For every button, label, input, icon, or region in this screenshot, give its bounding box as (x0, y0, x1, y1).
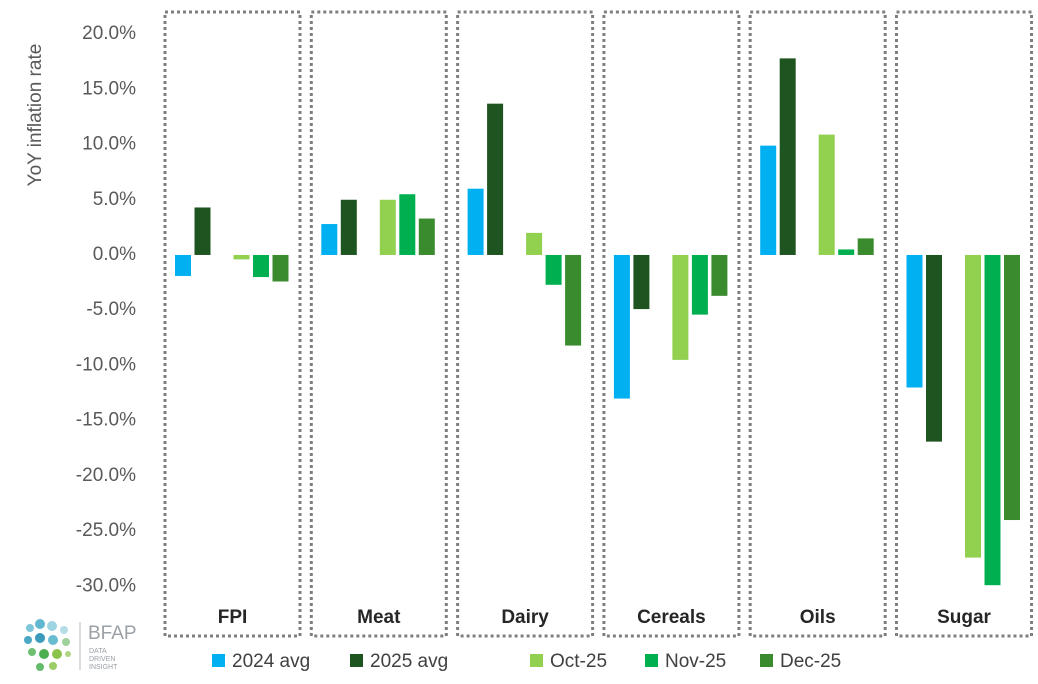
category-label: Dairy (501, 607, 549, 628)
bar (691, 254, 708, 315)
y-tick-label: -5.0% (86, 299, 136, 320)
logo-tagline: INSIGHT (89, 664, 118, 671)
y-tick-label: 10.0% (82, 134, 136, 155)
logo: BFAP DATA DRIVEN INSIGHT (24, 619, 137, 671)
category-box (163, 10, 302, 638)
bar (760, 145, 777, 255)
bar (545, 254, 562, 285)
y-tick-label: -25.0% (76, 520, 136, 541)
category-label: Oils (800, 607, 836, 628)
category-label: FPI (218, 607, 248, 628)
legend-label: Dec-25 (780, 651, 841, 672)
bar (526, 232, 543, 255)
bar (711, 254, 728, 296)
y-tick-label: 15.0% (82, 78, 136, 99)
bar (779, 58, 796, 255)
y-axis-label: YoY inflation rate (25, 44, 46, 187)
legend-label: 2025 avg (370, 651, 448, 672)
category-box (748, 10, 887, 638)
y-tick-label: -10.0% (76, 354, 136, 375)
bar (321, 224, 338, 255)
category-box (309, 10, 448, 638)
legend-swatch (760, 654, 773, 667)
bar (926, 254, 942, 442)
bar (984, 254, 1001, 586)
category-box (602, 10, 741, 638)
legend-label: Nov-25 (665, 651, 726, 672)
legend-swatch (645, 654, 658, 667)
logo-tagline: DATA (89, 648, 107, 655)
logo-tagline: DRIVEN (89, 656, 115, 663)
category-box (895, 10, 1033, 638)
category-label: Cereals (637, 607, 706, 628)
category-label: Sugar (937, 607, 991, 628)
y-tick-label: 5.0% (93, 189, 136, 210)
legend-label: 2024 avg (232, 651, 310, 672)
y-tick-label: -20.0% (76, 465, 136, 486)
category-box (456, 10, 595, 638)
legend-label: Oct-25 (550, 651, 607, 672)
bar (194, 207, 211, 255)
bar (672, 254, 689, 360)
bar (633, 254, 650, 310)
bar (340, 199, 357, 255)
logo-name: BFAP (88, 623, 137, 644)
bar (857, 238, 874, 255)
y-tick-label: -30.0% (76, 575, 136, 596)
category-label: Meat (357, 607, 401, 628)
bar (906, 254, 923, 388)
bar (613, 254, 630, 399)
bar (175, 254, 191, 276)
bar (272, 254, 289, 282)
bar (818, 134, 835, 255)
bar (379, 199, 396, 255)
bar (1004, 254, 1020, 521)
bar (838, 249, 855, 255)
y-tick-label: -15.0% (76, 410, 136, 431)
legend-swatch (212, 654, 225, 667)
bar (253, 254, 269, 278)
bar (467, 188, 484, 255)
y-tick-label: 0.0% (93, 244, 136, 265)
bar (418, 218, 435, 255)
bar (487, 103, 504, 255)
bar (965, 254, 981, 558)
y-tick-label: 20.0% (82, 23, 136, 44)
bar (233, 254, 250, 260)
bar (565, 254, 582, 346)
legend-swatch (530, 654, 543, 667)
bar (399, 194, 416, 255)
legend-swatch (350, 654, 363, 667)
